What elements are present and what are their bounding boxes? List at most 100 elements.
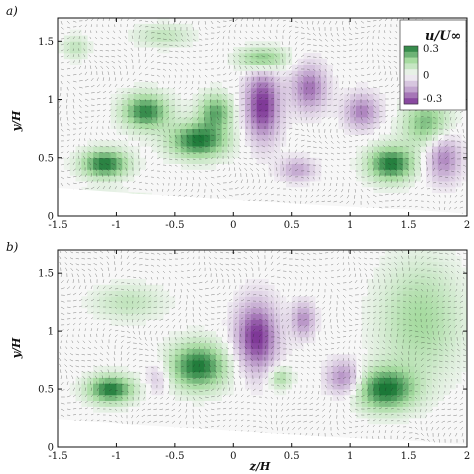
heatmap-cell bbox=[437, 307, 445, 315]
heatmap-cell bbox=[303, 99, 310, 106]
heatmap-cell bbox=[239, 105, 246, 112]
heatmap-cell bbox=[391, 418, 398, 425]
heatmap-cell bbox=[274, 99, 281, 106]
heatmap-cell bbox=[431, 325, 439, 332]
heatmap-cell bbox=[215, 389, 222, 396]
heatmap-cell bbox=[139, 319, 147, 326]
heatmap-cell bbox=[420, 319, 427, 326]
heatmap-cell bbox=[75, 151, 82, 159]
heatmap-cell bbox=[402, 151, 409, 159]
heatmap-cell bbox=[449, 313, 456, 320]
heatmap-cell bbox=[385, 186, 392, 194]
heatmap-cell bbox=[350, 394, 357, 402]
heatmap-cell bbox=[355, 93, 363, 100]
heatmap-cell bbox=[63, 35, 71, 42]
heatmap-cell bbox=[396, 175, 404, 182]
heatmap-cell bbox=[350, 163, 357, 170]
heatmap-cell bbox=[122, 319, 129, 326]
heatmap-cell bbox=[379, 325, 386, 332]
heatmap-cell bbox=[75, 146, 82, 153]
heatmap-cell bbox=[426, 134, 433, 141]
heatmap-cell bbox=[133, 371, 141, 378]
heatmap-cell bbox=[320, 365, 328, 373]
heatmap-cell bbox=[87, 296, 94, 303]
heatmap-cell bbox=[98, 163, 106, 170]
heatmap-cell bbox=[116, 377, 123, 384]
heatmap-cell bbox=[414, 278, 421, 286]
heatmap-cell bbox=[215, 87, 222, 95]
heatmap-cell bbox=[133, 122, 141, 130]
heatmap-cell bbox=[437, 336, 445, 344]
heatmap-cell bbox=[274, 140, 281, 147]
heatmap-cell bbox=[139, 111, 147, 118]
heatmap-cell bbox=[303, 64, 310, 71]
heatmap-cell bbox=[402, 250, 409, 257]
heatmap-cell bbox=[93, 400, 100, 407]
heatmap-cell bbox=[262, 122, 269, 130]
heatmap-cell bbox=[455, 181, 462, 188]
heatmap-cell bbox=[414, 122, 421, 130]
heatmap-cell bbox=[285, 371, 293, 378]
heatmap-cell bbox=[256, 99, 263, 106]
heatmap-cell bbox=[122, 284, 129, 291]
heatmap-cell bbox=[443, 331, 450, 338]
heatmap-cell bbox=[268, 64, 275, 71]
heatmap-cell bbox=[145, 134, 152, 141]
heatmap-cell bbox=[180, 122, 187, 130]
heatmap-cell bbox=[244, 140, 252, 147]
heatmap-cell bbox=[209, 82, 217, 89]
heatmap-cell bbox=[244, 365, 252, 373]
heatmap-cell bbox=[431, 261, 439, 268]
heatmap-cell bbox=[262, 313, 269, 320]
heatmap-cell bbox=[274, 134, 281, 141]
heatmap-cell bbox=[431, 186, 439, 194]
heatmap-cell bbox=[75, 41, 82, 48]
heatmap-cell bbox=[192, 157, 199, 164]
heatmap-cell bbox=[344, 377, 351, 384]
colorbar: u/U∞ 0.30-0.3 bbox=[399, 19, 467, 111]
heatmap-cell bbox=[244, 117, 252, 124]
heatmap-cell bbox=[180, 354, 187, 361]
heatmap-cell bbox=[262, 302, 269, 309]
heatmap-cell bbox=[139, 140, 147, 147]
heatmap-cell bbox=[297, 157, 304, 164]
heatmap-cell bbox=[379, 93, 386, 100]
heatmap-cell bbox=[285, 336, 293, 344]
heatmap-cell bbox=[431, 302, 439, 309]
heatmap-cell bbox=[151, 122, 158, 130]
heatmap-cell bbox=[443, 389, 450, 396]
heatmap-cell bbox=[75, 394, 82, 402]
heatmap-cell bbox=[391, 117, 398, 124]
heatmap-cell bbox=[133, 117, 141, 124]
heatmap-cell bbox=[297, 105, 304, 112]
heatmap-cell bbox=[204, 383, 211, 390]
heatmap-cell bbox=[455, 267, 462, 274]
heatmap-cell bbox=[361, 331, 369, 338]
x-tick-label: 1 bbox=[347, 220, 353, 231]
heatmap-cell bbox=[449, 354, 456, 361]
heatmap-cell bbox=[163, 18, 170, 25]
heatmap-cell bbox=[408, 377, 415, 384]
heatmap-cell bbox=[338, 99, 345, 106]
heatmap-cell bbox=[192, 35, 199, 42]
heatmap-cell bbox=[256, 151, 263, 159]
heatmap-cell bbox=[69, 47, 76, 54]
heatmap-cell bbox=[449, 290, 456, 297]
heatmap-cell bbox=[250, 278, 258, 286]
colorbar-swatch bbox=[404, 57, 418, 64]
heatmap-cell bbox=[402, 342, 409, 349]
heatmap-cell bbox=[116, 117, 123, 124]
heatmap-cell bbox=[139, 290, 147, 297]
heatmap-cell bbox=[256, 82, 263, 89]
heatmap-cell bbox=[280, 140, 287, 147]
heatmap-cell bbox=[431, 122, 439, 130]
heatmap-cell bbox=[361, 105, 369, 112]
heatmap-cell bbox=[431, 181, 439, 188]
heatmap-cell bbox=[139, 105, 147, 112]
heatmap-cell bbox=[215, 394, 222, 402]
heatmap-cell bbox=[402, 128, 409, 135]
heatmap-cell bbox=[431, 140, 439, 147]
heatmap-cell bbox=[244, 64, 252, 71]
heatmap-cell bbox=[233, 111, 240, 118]
